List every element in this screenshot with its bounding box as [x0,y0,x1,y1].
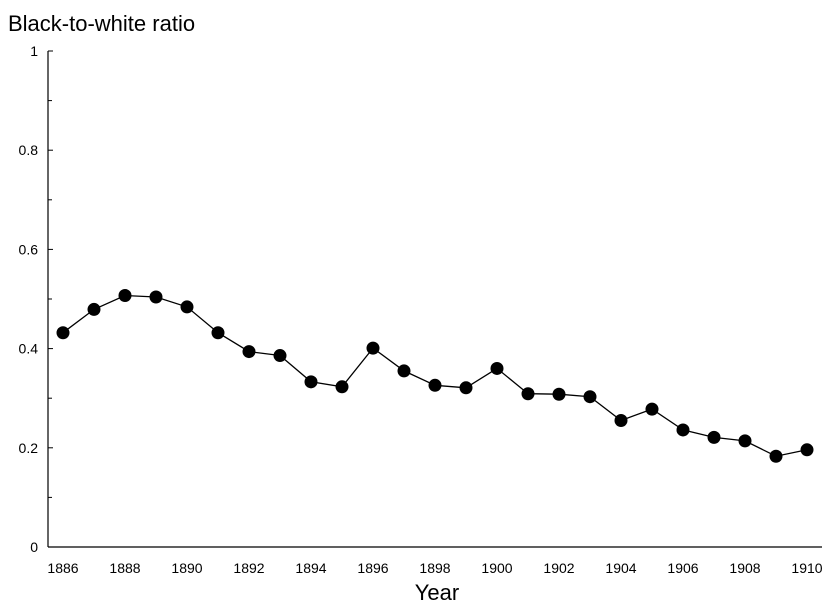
data-point [149,290,163,304]
data-point [56,326,70,340]
y-axis-label: Black-to-white ratio [8,11,195,36]
x-tick-label: 1906 [667,560,698,576]
data-point [676,423,690,437]
data-point [366,341,380,355]
data-point [521,387,535,401]
data-point [118,289,132,303]
x-tick-label: 1898 [419,560,450,576]
data-point [211,326,225,340]
data-point [614,414,628,428]
x-tick-label: 1904 [605,560,636,576]
data-point [552,387,566,401]
x-tick-label: 1888 [109,560,140,576]
x-ticks: 1886 1888 1890 1892 1894 1896 1898 1900 1902 1904… [47,560,822,576]
data-point [707,430,721,444]
data-points [56,289,814,463]
data-point [242,345,256,359]
y-tick-label: 0.6 [19,241,39,257]
data-point [738,434,752,448]
data-point [180,300,194,314]
data-point [87,302,101,316]
x-tick-label: 1902 [543,560,574,576]
data-point [397,364,411,378]
data-point [769,449,783,463]
x-tick-label: 1910 [791,560,822,576]
y-tick-label: 0.8 [19,142,39,158]
data-point [645,402,659,416]
y-tick-label: 0.2 [19,440,39,456]
x-tick-label: 1900 [481,560,512,576]
x-tick-label: 1886 [47,560,78,576]
y-tick-label: 0.4 [19,341,39,357]
y-ticks: 0 0.2 0.4 0.6 0.8 1 [19,43,53,555]
x-tick-label: 1894 [295,560,326,576]
y-tick-label: 1 [30,43,38,59]
x-tick-label: 1908 [729,560,760,576]
data-point [428,378,442,392]
data-point [459,381,473,395]
y-tick-label: 0 [30,539,38,555]
data-point [800,443,814,457]
x-tick-label: 1896 [357,560,388,576]
data-point [490,361,504,375]
data-point [335,380,349,394]
x-tick-label: 1892 [233,560,264,576]
data-point [304,375,318,389]
data-point [583,390,597,404]
x-axis-label: Year [415,580,459,604]
x-tick-label: 1890 [171,560,202,576]
series-line [62,294,808,457]
data-point [273,349,287,363]
